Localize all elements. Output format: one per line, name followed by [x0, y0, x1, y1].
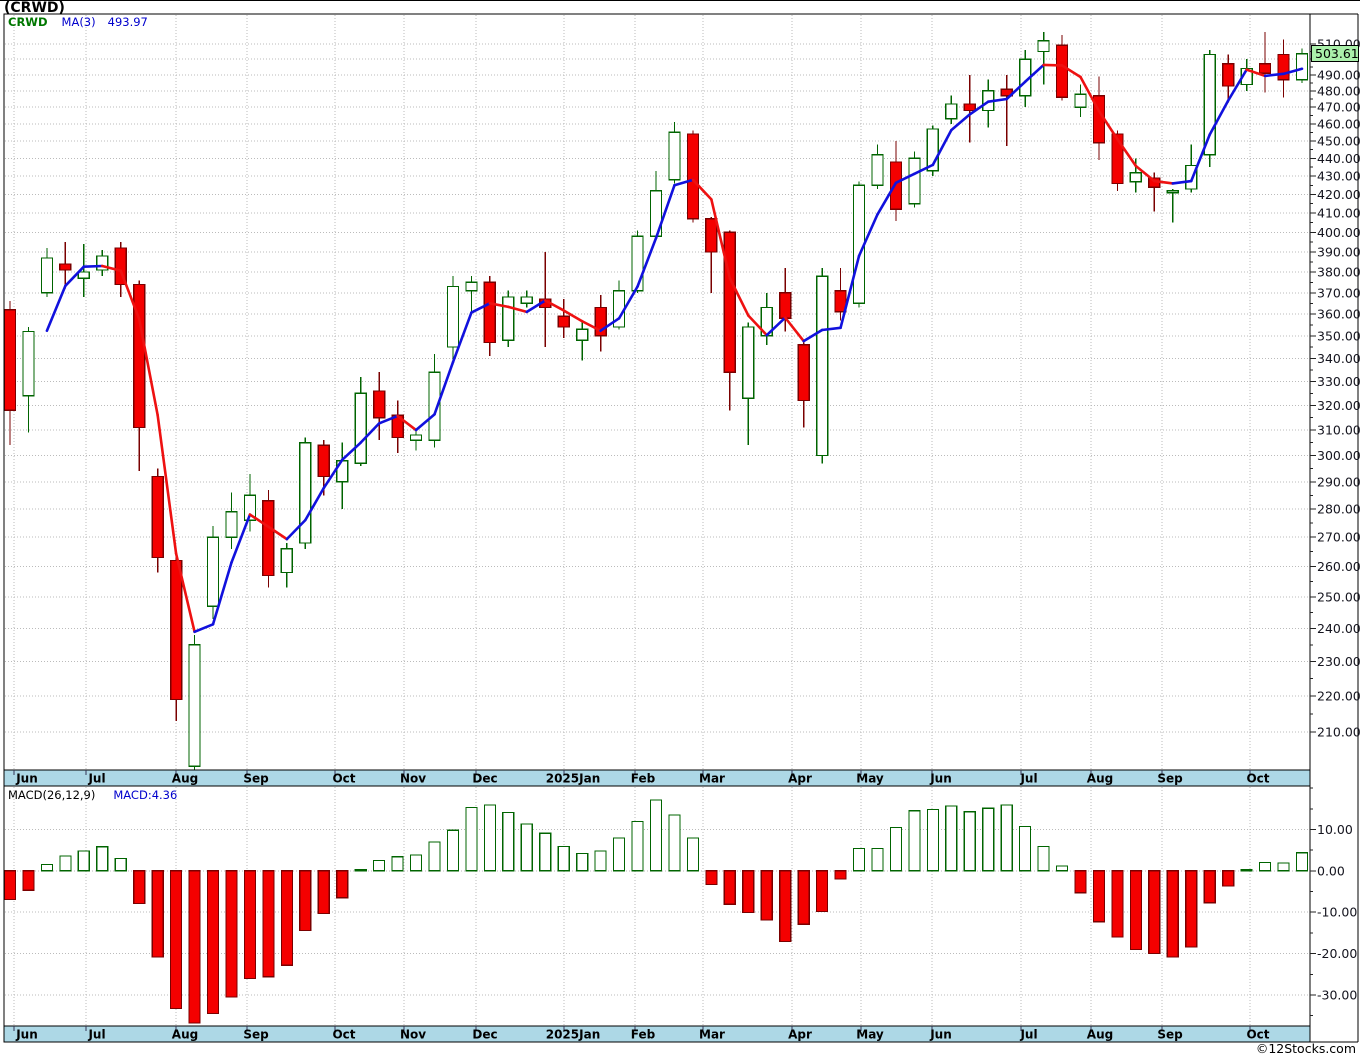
svg-text:Feb: Feb	[631, 772, 656, 786]
svg-text:Aug: Aug	[172, 772, 198, 786]
price-axis-labels: 510.00490.00480.00470.00460.00450.00440.…	[1310, 36, 1360, 740]
svg-text:240.00: 240.00	[1317, 621, 1360, 636]
legend-symbol: CRWD	[8, 15, 48, 29]
svg-text:310.00: 310.00	[1317, 423, 1360, 438]
svg-text:440.00: 440.00	[1317, 151, 1360, 166]
svg-text:250.00: 250.00	[1317, 589, 1360, 604]
svg-text:270.00: 270.00	[1317, 530, 1360, 545]
macd-legend-label: MACD(26,12,9)	[8, 788, 96, 802]
svg-text:320.00: 320.00	[1317, 398, 1360, 413]
svg-text:300.00: 300.00	[1317, 448, 1360, 463]
main-chart-legend: CRWD MA(3) 493.97	[8, 15, 148, 29]
svg-text:420.00: 420.00	[1317, 187, 1360, 202]
svg-text:Sep: Sep	[243, 1028, 269, 1042]
month-band-top: Jun Jul Aug Sep Oct Nov Dec 2025Jan Feb Mar Apr May…	[3, 769, 1311, 787]
svg-text:330.00: 330.00	[1317, 374, 1360, 389]
svg-text:Aug: Aug	[1087, 772, 1113, 786]
svg-text:Oct: Oct	[332, 772, 355, 786]
svg-text:460.00: 460.00	[1317, 116, 1360, 131]
svg-text:-20.00: -20.00	[1317, 946, 1357, 961]
page-title: (CRWD)	[4, 0, 65, 16]
svg-text:290.00: 290.00	[1317, 474, 1360, 489]
svg-text:350.00: 350.00	[1317, 328, 1360, 343]
svg-text:May: May	[856, 772, 884, 786]
svg-text:Jul: Jul	[1019, 772, 1037, 786]
svg-text:Mar: Mar	[699, 772, 725, 786]
svg-text:2025Jan: 2025Jan	[546, 772, 601, 786]
svg-text:Oct: Oct	[1246, 1028, 1269, 1042]
macd-legend-value: MACD:4.36	[113, 788, 178, 802]
svg-text:450.00: 450.00	[1317, 133, 1360, 148]
svg-text:410.00: 410.00	[1317, 206, 1360, 221]
svg-text:470.00: 470.00	[1317, 100, 1360, 115]
svg-text:Jun: Jun	[929, 772, 952, 786]
month-band-bottom: Jun Jul Aug Sep Oct Nov Dec 2025Jan Feb Mar Apr May…	[3, 1025, 1311, 1043]
svg-text:220.00: 220.00	[1317, 689, 1360, 704]
svg-text:Sep: Sep	[1157, 772, 1183, 786]
macd-legend: MACD(26,12,9) MACD:4.36	[8, 788, 177, 802]
svg-text:340.00: 340.00	[1317, 351, 1360, 366]
svg-text:Dec: Dec	[472, 1028, 497, 1042]
svg-text:Apr: Apr	[788, 772, 812, 786]
svg-text:Dec: Dec	[472, 772, 497, 786]
macd-axis-labels: 10.00 0.00 -10.00 -20.00 -30.00	[1310, 787, 1357, 1017]
svg-text:Nov: Nov	[400, 772, 426, 786]
svg-text:Jun: Jun	[15, 1028, 38, 1042]
svg-text:-10.00: -10.00	[1317, 905, 1357, 920]
svg-text:Nov: Nov	[400, 1028, 426, 1042]
svg-text:490.00: 490.00	[1317, 67, 1360, 82]
svg-text:2025Jan: 2025Jan	[546, 1028, 601, 1042]
svg-text:Aug: Aug	[172, 1028, 198, 1042]
current-price-tag: 503.61	[1311, 45, 1359, 63]
svg-text:400.00: 400.00	[1317, 225, 1360, 240]
svg-text:380.00: 380.00	[1317, 265, 1360, 280]
legend-ma-label: MA(3)	[61, 15, 96, 29]
svg-text:430.00: 430.00	[1317, 169, 1360, 184]
svg-text:480.00: 480.00	[1317, 83, 1360, 98]
svg-text:Sep: Sep	[243, 772, 269, 786]
svg-text:10.00: 10.00	[1317, 822, 1353, 837]
legend-ma-value: 493.97	[107, 15, 148, 29]
svg-text:230.00: 230.00	[1317, 654, 1360, 669]
svg-text:260.00: 260.00	[1317, 559, 1360, 574]
svg-text:Oct: Oct	[1246, 772, 1269, 786]
svg-text:May: May	[856, 1028, 884, 1042]
candles	[3, 31, 1309, 770]
svg-text:390.00: 390.00	[1317, 244, 1360, 259]
svg-text:Jul: Jul	[1019, 1028, 1037, 1042]
svg-text:Mar: Mar	[699, 1028, 725, 1042]
macd-bars	[3, 799, 1309, 1024]
svg-text:Feb: Feb	[631, 1028, 656, 1042]
svg-text:Apr: Apr	[788, 1028, 812, 1042]
svg-text:210.00: 210.00	[1317, 725, 1360, 740]
ma-line	[45, 63, 1304, 634]
svg-text:370.00: 370.00	[1317, 285, 1360, 300]
svg-text:503.61: 503.61	[1315, 46, 1359, 61]
svg-text:Jun: Jun	[15, 772, 38, 786]
svg-text:Oct: Oct	[332, 1028, 355, 1042]
watermark: ©12Stocks.com	[1255, 1041, 1356, 1056]
svg-text:Jul: Jul	[87, 772, 105, 786]
svg-text:Aug: Aug	[1087, 1028, 1113, 1042]
svg-text:280.00: 280.00	[1317, 501, 1360, 516]
svg-text:Jul: Jul	[87, 1028, 105, 1042]
svg-text:Jun: Jun	[929, 1028, 952, 1042]
svg-text:-30.00: -30.00	[1317, 987, 1357, 1002]
svg-text:Sep: Sep	[1157, 1028, 1183, 1042]
svg-text:360.00: 360.00	[1317, 307, 1360, 322]
svg-text:0.00: 0.00	[1317, 863, 1345, 878]
